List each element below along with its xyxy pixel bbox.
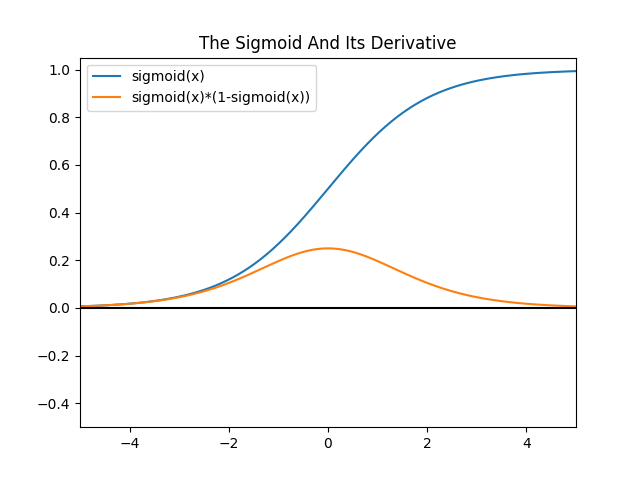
sigmoid(x)*(1-sigmoid(x)) bbox=[324, 245, 332, 251]
Title: The Sigmoid And Its Derivative: The Sigmoid And Its Derivative bbox=[199, 35, 457, 53]
sigmoid(x)*(1-sigmoid(x)) bbox=[315, 246, 323, 252]
sigmoid(x)*(1-sigmoid(x)) bbox=[572, 303, 580, 309]
sigmoid(x) bbox=[315, 197, 323, 203]
sigmoid(x)*(1-sigmoid(x)) bbox=[484, 296, 492, 302]
sigmoid(x) bbox=[371, 133, 379, 139]
sigmoid(x) bbox=[312, 201, 319, 206]
sigmoid(x) bbox=[76, 303, 84, 309]
sigmoid(x)*(1-sigmoid(x)) bbox=[561, 303, 569, 309]
sigmoid(x) bbox=[344, 162, 352, 168]
Line: sigmoid(x)*(1-sigmoid(x)): sigmoid(x)*(1-sigmoid(x)) bbox=[80, 248, 576, 306]
sigmoid(x)*(1-sigmoid(x)) bbox=[346, 248, 353, 254]
Legend: sigmoid(x), sigmoid(x)*(1-sigmoid(x)): sigmoid(x), sigmoid(x)*(1-sigmoid(x)) bbox=[87, 64, 316, 110]
sigmoid(x) bbox=[483, 76, 490, 82]
sigmoid(x)*(1-sigmoid(x)) bbox=[372, 258, 380, 264]
sigmoid(x)*(1-sigmoid(x)) bbox=[312, 246, 319, 252]
sigmoid(x)*(1-sigmoid(x)) bbox=[76, 303, 84, 309]
sigmoid(x) bbox=[560, 69, 568, 74]
Line: sigmoid(x): sigmoid(x) bbox=[80, 71, 576, 306]
sigmoid(x) bbox=[572, 68, 580, 74]
